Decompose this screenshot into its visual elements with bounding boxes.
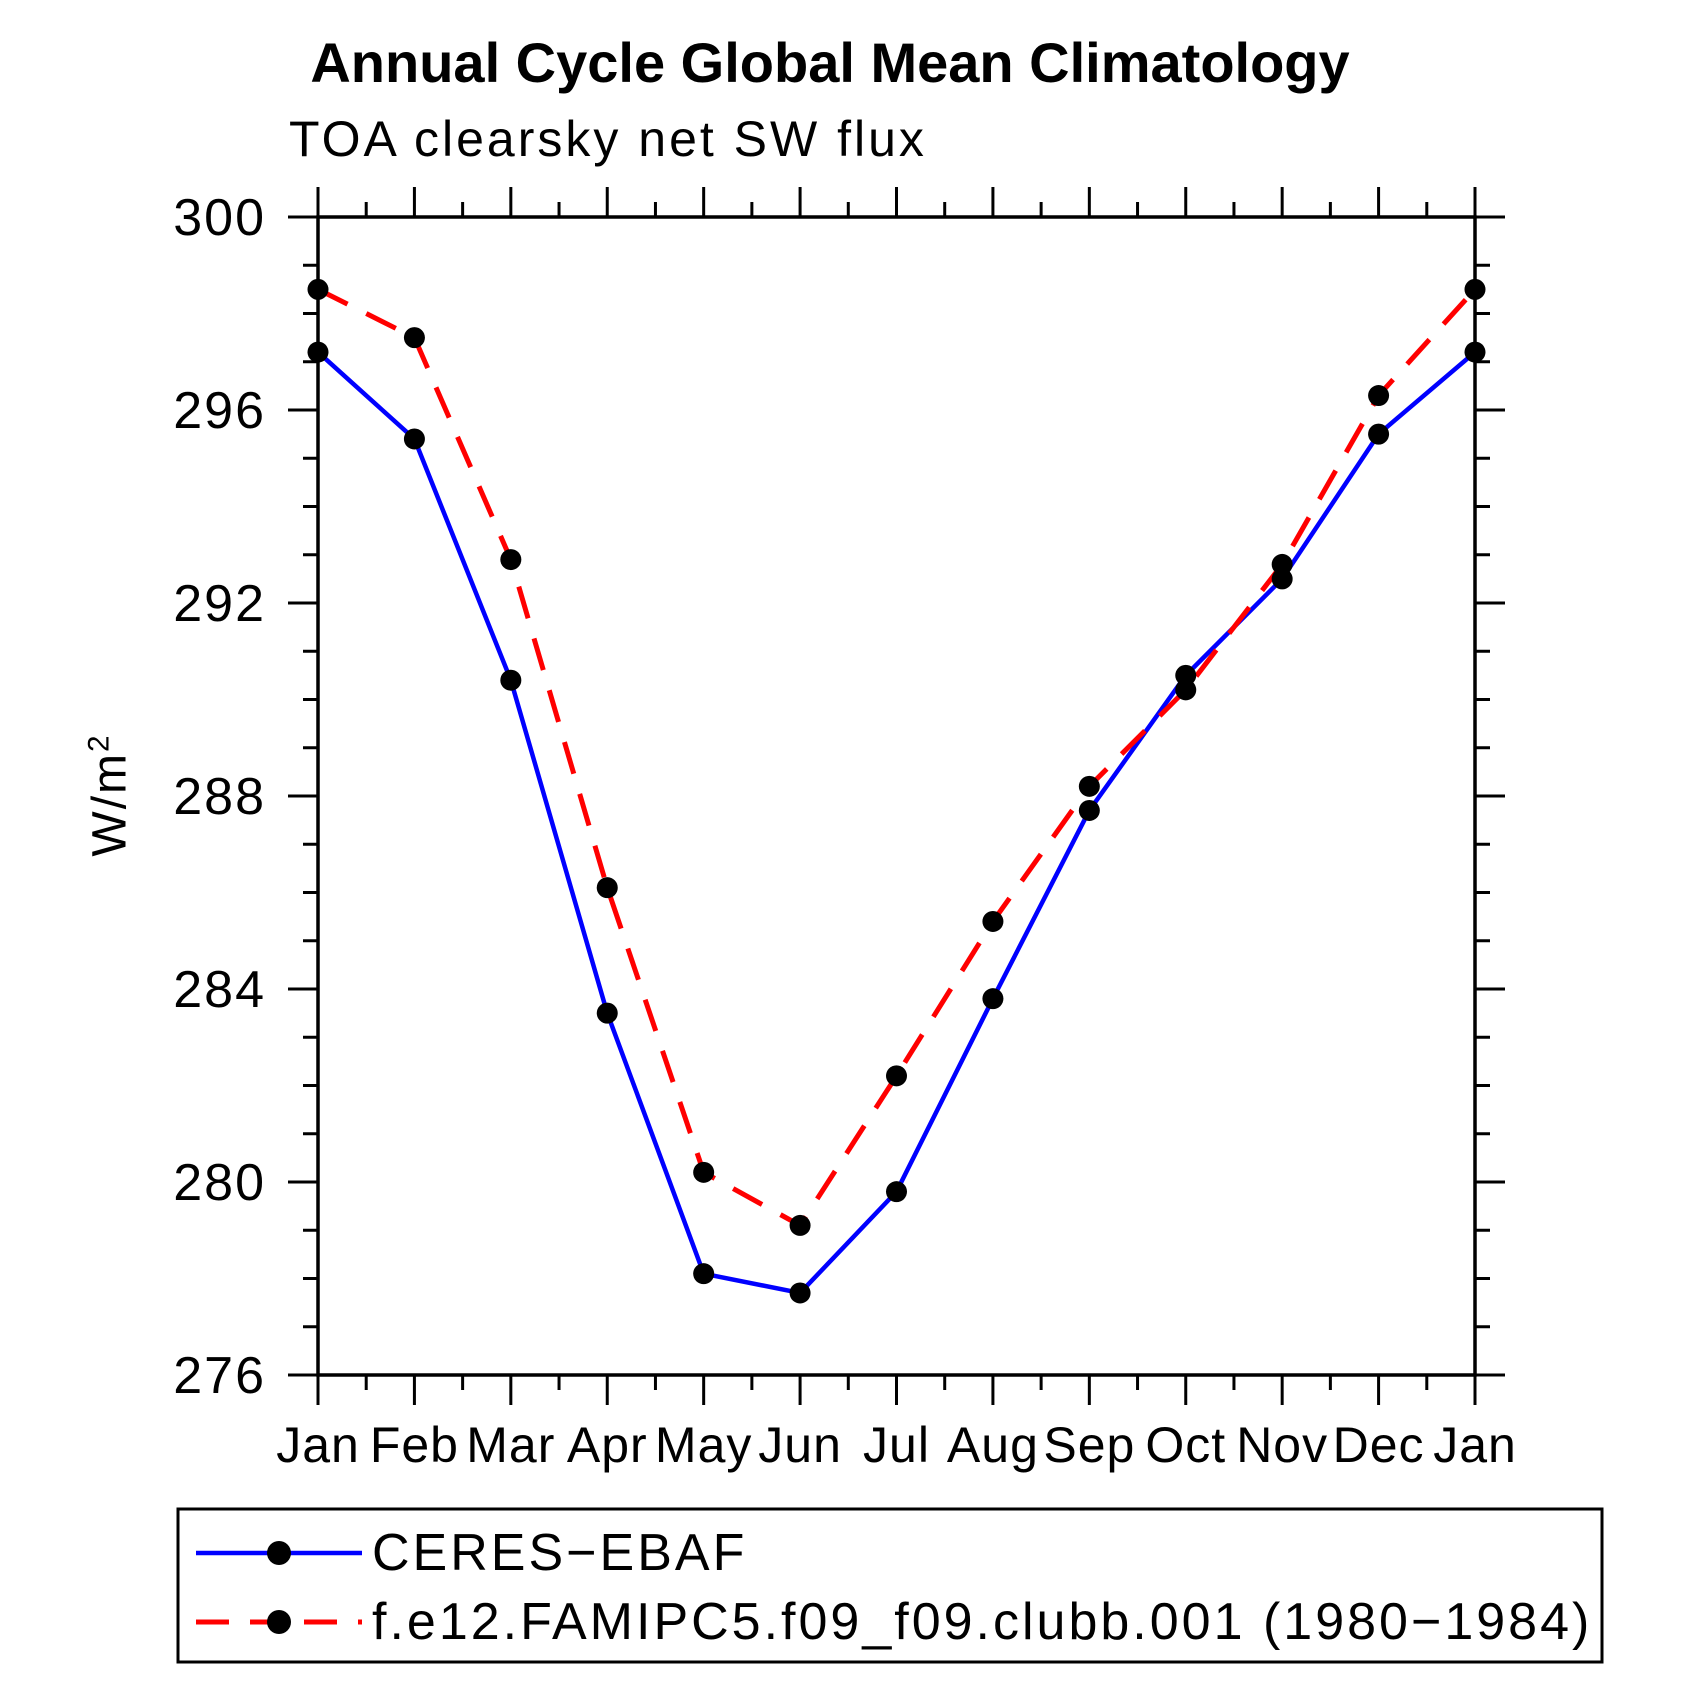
data-point-marker [1175,664,1197,686]
chart-subtitle: TOA clearsky net SW flux [289,111,927,167]
data-point-marker [693,1161,715,1183]
x-tick-label: Dec [1333,1417,1425,1473]
legend-label: f.e12.FAMIPC5.f09_f09.clubb.001 (1980−19… [372,1593,1592,1651]
data-point-marker [1271,553,1293,575]
x-tick-label: Aug [947,1417,1039,1473]
x-tick-label: Oct [1145,1417,1226,1473]
y-axis-label-sup: 2 [82,733,116,752]
x-tick-label: May [655,1417,752,1473]
y-axis-label-base: W/m [83,751,137,857]
data-point-marker [693,1263,715,1285]
y-tick-label: 280 [173,1154,266,1212]
x-tick-label: Feb [370,1417,459,1473]
x-tick-label: Jan [1433,1417,1517,1473]
data-point-marker [886,1065,907,1087]
data-point-marker [1078,775,1100,797]
data-point-marker [886,1181,907,1203]
data-point-marker [1464,278,1486,300]
data-point-marker [307,341,329,363]
y-tick-label: 300 [173,189,266,247]
y-tick-label: 292 [173,575,266,633]
x-tick-label: Jul [863,1417,930,1473]
x-tick-label: Jun [758,1417,842,1473]
data-point-marker [403,428,425,450]
data-point-marker [789,1214,811,1236]
data-point-marker [403,327,425,349]
data-point-marker [789,1282,811,1304]
data-point-marker [982,910,1004,932]
data-point-marker [500,549,522,571]
data-point-marker [500,669,522,691]
data-point-marker [596,1002,618,1024]
data-point-marker [1464,341,1486,363]
legend-marker [267,1610,291,1634]
x-tick-label: Apr [567,1417,648,1473]
data-point-marker [596,877,618,899]
legend-marker [267,1541,291,1565]
series-line-0 [316,350,1477,1296]
data-point-marker [307,278,329,300]
y-tick-label: 288 [173,768,266,826]
y-tick-label: 284 [173,961,266,1019]
data-point-marker [982,988,1004,1010]
data-point-marker [1078,799,1100,821]
data-point-marker [1175,679,1197,701]
chart-title: Annual Cycle Global Mean Climatology [310,31,1350,94]
legend-box [176,1507,1604,1664]
y-tick-label: 276 [173,1347,266,1405]
y-tick-label: 296 [173,382,266,440]
data-point-marker [1368,423,1390,445]
x-tick-label: Mar [466,1417,555,1473]
x-tick-label: Sep [1043,1417,1135,1473]
x-tick-label: Nov [1236,1417,1328,1473]
x-tick-label: Jan [276,1417,360,1473]
y-axis-label: W/m2 [83,733,138,856]
legend-label: CERES−EBAF [372,1524,747,1582]
data-point-marker [1271,568,1293,590]
data-point-marker [1368,385,1390,407]
plot-frame [316,215,1477,1377]
